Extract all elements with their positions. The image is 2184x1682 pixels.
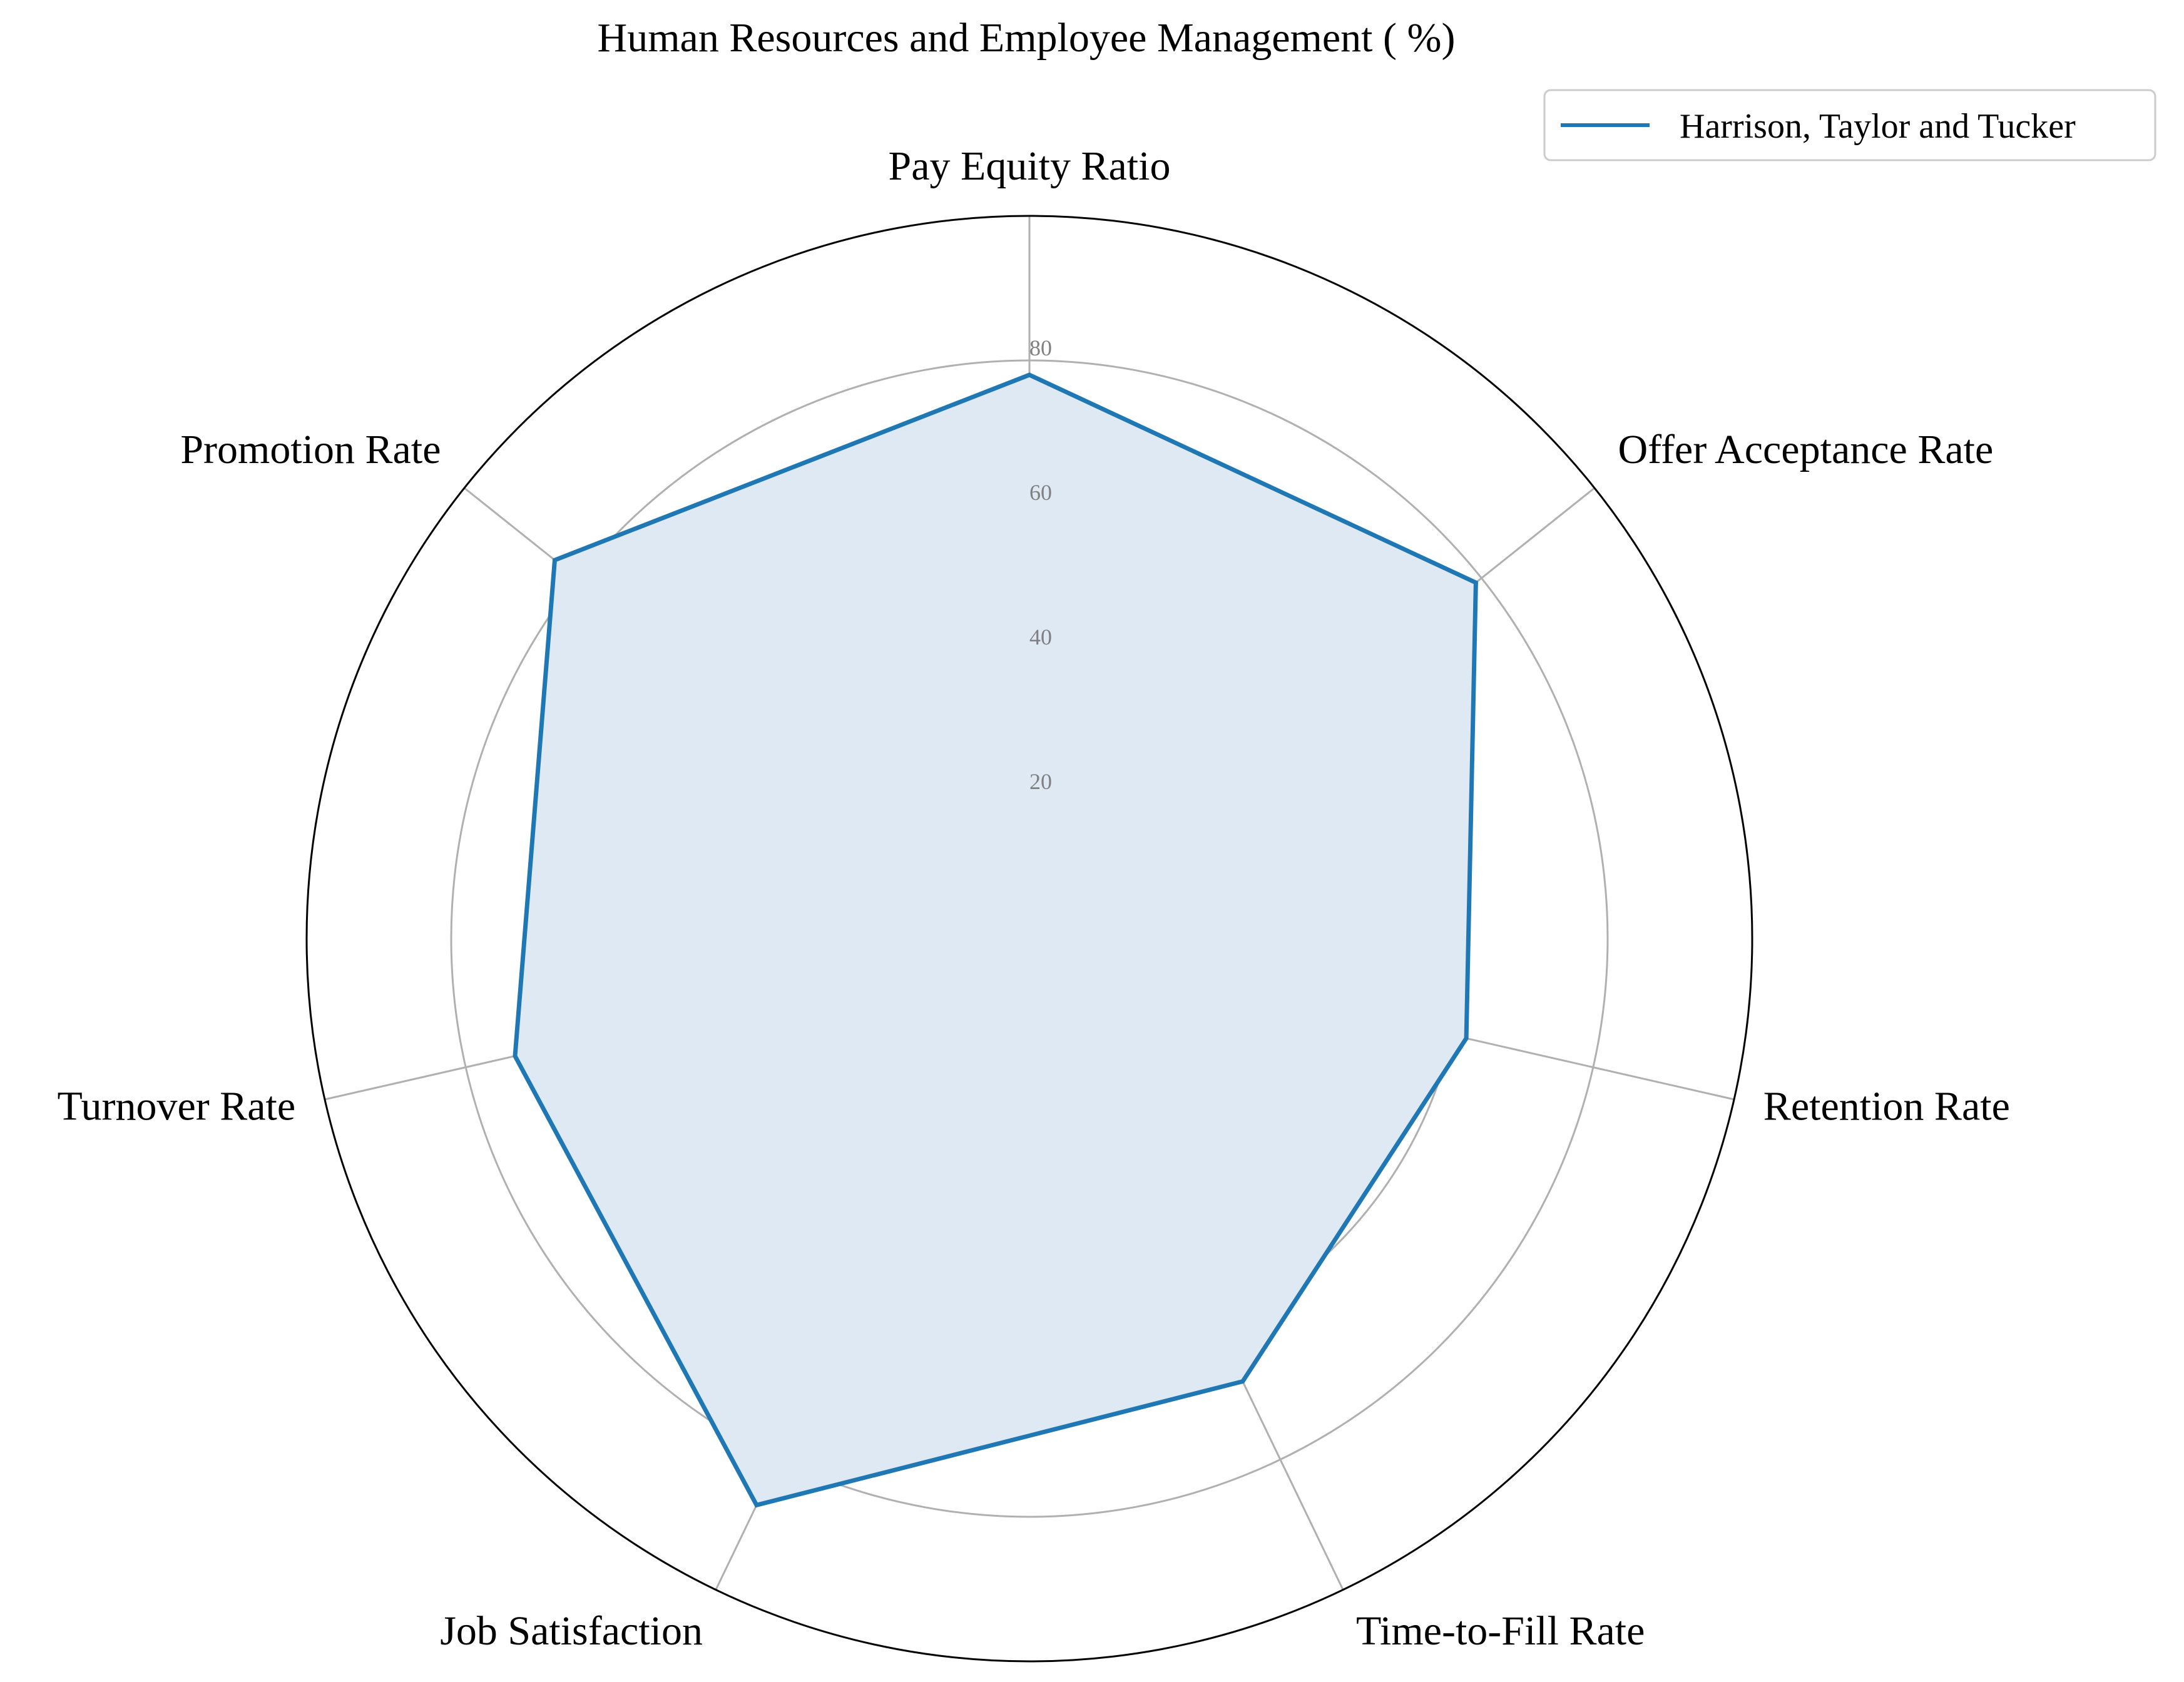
axis-label: Time-to-Fill Rate xyxy=(1356,1608,1645,1654)
axis-label: Retention Rate xyxy=(1763,1084,2010,1129)
radial-tick-label: 80 xyxy=(1029,335,1052,360)
axis-label: Job Satisfaction xyxy=(440,1608,703,1654)
radial-tick-label: 60 xyxy=(1029,480,1052,505)
axis-label: Pay Equity Ratio xyxy=(889,143,1171,189)
axis-label: Promotion Rate xyxy=(180,427,441,472)
series-area xyxy=(515,375,1476,1505)
chart-title: Human Resources and Employee Management … xyxy=(598,15,1456,61)
legend: Harrison, Taylor and Tucker xyxy=(1544,90,2155,160)
axis-label: Offer Acceptance Rate xyxy=(1618,427,1994,472)
radial-tick-label: 20 xyxy=(1029,769,1052,794)
axis-label: Turnover Rate xyxy=(57,1084,295,1129)
radial-tick-label: 40 xyxy=(1029,624,1052,650)
series-fill-layer xyxy=(515,375,1476,1505)
legend-label: Harrison, Taylor and Tucker xyxy=(1680,107,2076,146)
